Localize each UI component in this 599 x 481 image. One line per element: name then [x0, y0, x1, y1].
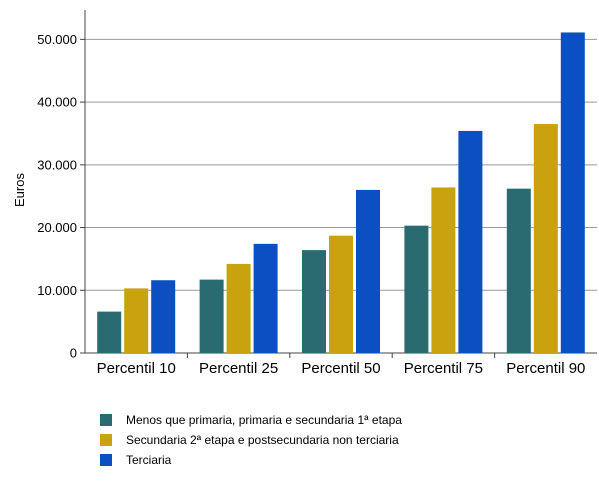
x-tick-label: Percentil 50 [301, 360, 380, 377]
x-tick-label: Percentil 90 [506, 360, 585, 377]
chart: 0 10.000 20.000 30.000 40.000 50.000 Percenti… [12, 10, 597, 377]
x-tick-label: Percentil 75 [404, 360, 483, 377]
bar-series-1 [302, 250, 326, 353]
legend: Menos que primaria, primaria e secundari… [100, 411, 402, 471]
legend-label-series-3: Terciaria [126, 453, 172, 467]
legend-label-series-2: Secundaria 2ª etapa e postsecundaria non… [126, 433, 399, 447]
bar-series-3 [253, 243, 278, 353]
legend-item: Menos que primaria, primaria e secundari… [100, 411, 402, 429]
x-tick-label: Percentil 25 [199, 360, 278, 377]
bar-series-3 [151, 280, 176, 353]
y-tick-label: 0 [70, 346, 77, 361]
bar-series-3 [458, 130, 483, 353]
bar-series-1 [404, 225, 429, 353]
bar-series-1 [506, 188, 531, 353]
legend-item: Terciaria [100, 451, 402, 469]
legend-swatch-series-1 [100, 414, 112, 426]
y-tick-label: 10.000 [37, 283, 77, 298]
bar-series-1 [199, 279, 224, 353]
bars [97, 32, 585, 354]
bar-series-2 [329, 235, 353, 353]
bar-series-2 [226, 263, 251, 353]
bar-series-3 [356, 189, 380, 353]
legend-swatch-series-2 [100, 434, 112, 446]
y-tick-label: 50.000 [37, 32, 77, 47]
y-axis-label: Euros [12, 173, 27, 207]
y-tick-label: 30.000 [37, 157, 77, 172]
x-tick-label: Percentil 10 [97, 360, 176, 377]
bar-series-2 [431, 187, 456, 353]
legend-label-series-1: Menos que primaria, primaria e secundari… [126, 413, 402, 427]
x-axis-ticks: Percentil 10 Percentil 25 Percentil 50 Perc… [97, 353, 585, 377]
bar-series-3 [560, 32, 585, 354]
y-axis-ticks: 0 10.000 20.000 30.000 40.000 50.000 [37, 32, 85, 361]
bar-series-2 [124, 288, 149, 353]
y-tick-label: 20.000 [37, 220, 77, 235]
legend-swatch-series-3 [100, 454, 112, 466]
bar-series-2 [533, 124, 558, 353]
bar-series-1 [97, 311, 122, 353]
legend-item: Secundaria 2ª etapa e postsecundaria non… [100, 431, 402, 449]
y-tick-label: 40.000 [37, 95, 77, 110]
